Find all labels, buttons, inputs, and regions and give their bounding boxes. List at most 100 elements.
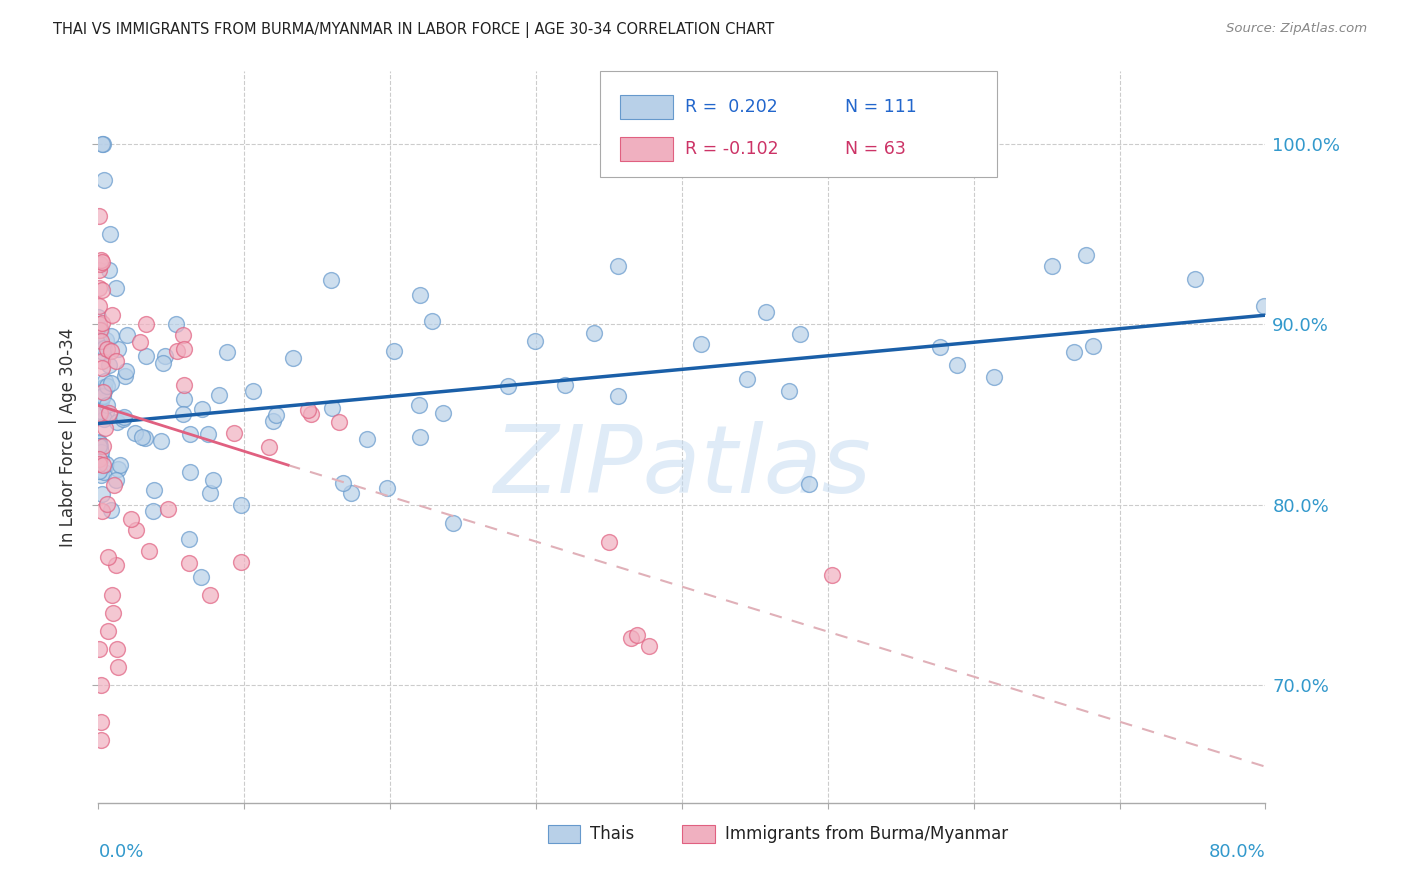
Point [177, 556, 200, 570]
Point [173, 377, 195, 392]
Point [299, 407, 322, 421]
Point [107, 462, 129, 476]
Point [498, 379, 520, 393]
Point [90, 732, 112, 747]
Point [149, 434, 172, 449]
Point [87, 457, 110, 471]
Point [156, 501, 179, 516]
Point [90, 468, 112, 483]
Point [172, 407, 194, 421]
Point [191, 402, 214, 417]
Point [409, 287, 432, 301]
Point [105, 642, 128, 657]
Point [946, 358, 969, 372]
Point [202, 473, 225, 487]
Point [208, 387, 231, 401]
Point [124, 425, 146, 440]
Point [115, 328, 138, 343]
Point [91, 458, 114, 473]
Point [90, 316, 112, 330]
Point [114, 369, 136, 384]
Point [797, 477, 820, 491]
Point [91, 405, 114, 419]
Point [172, 328, 194, 343]
Point [89, 439, 111, 453]
Point [89, 263, 111, 277]
Point [91, 136, 114, 151]
Point [90, 678, 112, 692]
Point [89, 317, 111, 331]
Point [87, 642, 110, 657]
Point [165, 317, 187, 331]
Point [100, 308, 122, 322]
Point [356, 432, 378, 446]
Point [98, 358, 121, 372]
Point [96, 398, 118, 412]
Point [328, 415, 350, 429]
Text: Source: ZipAtlas.com: Source: ZipAtlas.com [1226, 22, 1367, 36]
Point [87, 435, 110, 450]
Point [91, 345, 114, 359]
Point [93, 172, 115, 186]
Point [97, 263, 120, 277]
Text: R =  0.202: R = 0.202 [685, 98, 778, 116]
Point [91, 354, 114, 368]
Point [319, 273, 342, 287]
Point [91, 136, 114, 151]
Text: 0.0%: 0.0% [98, 843, 143, 861]
Point [89, 257, 111, 271]
Point [135, 349, 157, 363]
Point [231, 555, 253, 569]
Point [101, 588, 124, 602]
Point [142, 504, 165, 518]
Point [100, 376, 122, 391]
Point [115, 364, 138, 378]
Point [582, 326, 605, 340]
Point [98, 227, 121, 241]
Point [93, 384, 115, 398]
Point [90, 450, 112, 465]
Point [155, 349, 177, 363]
Point [339, 486, 361, 500]
Point [97, 550, 120, 565]
Point [409, 430, 432, 444]
Point [821, 567, 844, 582]
Point [98, 406, 121, 420]
Y-axis label: In Labor Force | Age 30-34: In Labor Force | Age 30-34 [59, 327, 77, 547]
Point [112, 411, 135, 425]
Point [259, 440, 281, 454]
Point [179, 427, 201, 442]
Point [100, 329, 122, 343]
Point [281, 351, 304, 365]
Point [89, 452, 111, 467]
Text: Thais: Thais [589, 825, 634, 843]
Point [105, 353, 128, 368]
Point [231, 498, 253, 512]
FancyBboxPatch shape [620, 137, 672, 161]
Point [264, 408, 287, 422]
FancyBboxPatch shape [620, 95, 672, 119]
Point [432, 406, 454, 420]
Point [90, 360, 112, 375]
Text: N = 63: N = 63 [845, 140, 905, 158]
Point [97, 624, 120, 639]
Point [87, 464, 110, 478]
Point [107, 342, 129, 356]
Point [198, 486, 221, 500]
Point [135, 317, 157, 331]
FancyBboxPatch shape [548, 825, 581, 843]
Point [382, 343, 405, 358]
Point [87, 310, 110, 324]
Point [166, 344, 188, 359]
FancyBboxPatch shape [600, 71, 997, 178]
Point [91, 487, 114, 501]
Point [125, 523, 148, 537]
Point [105, 281, 128, 295]
Point [607, 259, 630, 273]
Point [93, 465, 115, 479]
Point [94, 405, 117, 419]
Point [93, 412, 115, 426]
Point [90, 394, 112, 409]
Point [93, 341, 115, 355]
Point [93, 380, 115, 394]
